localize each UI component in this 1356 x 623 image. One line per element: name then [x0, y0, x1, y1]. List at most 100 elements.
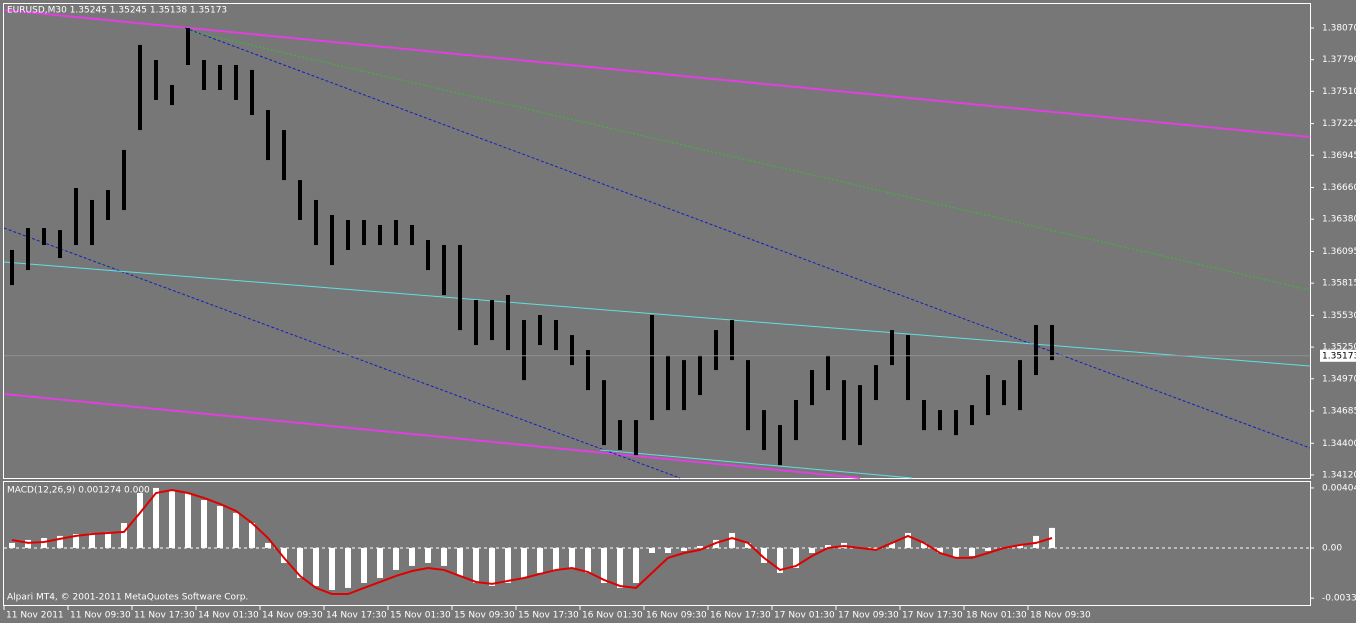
- x-tick-label: 15 Nov 17:30: [518, 611, 579, 621]
- price-bar: [874, 365, 878, 401]
- price-bar: [26, 228, 30, 271]
- x-tick-label: 17 Nov 09:30: [838, 611, 899, 621]
- price-bar: [202, 60, 206, 90]
- price-bar: [762, 410, 766, 451]
- y-tick-label: 1.36945: [1322, 151, 1356, 161]
- trendline: [184, 29, 1311, 291]
- chart-title: EURUSD,M30 1.35245 1.35245 1.35138 1.351…: [7, 6, 227, 16]
- price-bar: [330, 215, 334, 266]
- price-bar: [970, 405, 974, 426]
- price-bar: [346, 220, 350, 250]
- histogram-bar: [393, 547, 399, 570]
- x-tick-label: 11 Nov 17:30: [134, 611, 195, 621]
- price-bar: [906, 335, 910, 401]
- y-tick-label: 0.00404: [1322, 483, 1356, 493]
- x-tick-label: 16 Nov 01:30: [582, 611, 643, 621]
- trendline: [599, 449, 913, 479]
- price-bar: [74, 187, 78, 246]
- histogram-bar: [473, 547, 479, 584]
- y-tick-label: 1.36095: [1322, 247, 1356, 257]
- price-bar: [42, 228, 46, 246]
- price-bar: [650, 315, 654, 421]
- histogram-bar: [137, 492, 143, 548]
- histogram-bar: [89, 532, 95, 548]
- histogram-bar: [217, 505, 223, 548]
- y-tick-label: 1.36380: [1322, 215, 1356, 225]
- price-bar: [154, 60, 158, 100]
- price-bar: [122, 149, 126, 211]
- x-tick-label: 18 Nov 01:30: [966, 611, 1027, 621]
- price-bar: [778, 425, 782, 466]
- histogram-bar: [233, 512, 239, 548]
- indicator-title: MACD(12,26,9) 0.001274 0.000: [7, 486, 150, 496]
- y-tick-label: 1.38070: [1322, 23, 1356, 33]
- x-tick-label: 14 Nov 01:30: [198, 611, 259, 621]
- histogram-bar: [489, 547, 495, 586]
- histogram-bar: [665, 547, 671, 554]
- histogram-bar: [569, 547, 575, 569]
- histogram-bar: [937, 547, 943, 554]
- y-tick-label: 0.00: [1322, 543, 1342, 553]
- y-tick-label: 1.34685: [1322, 407, 1356, 417]
- histogram-bar: [73, 533, 79, 548]
- histogram-bar: [25, 539, 31, 548]
- histogram-bar: [121, 523, 127, 548]
- x-tick-label: 16 Nov 09:30: [646, 611, 707, 621]
- price-bar: [10, 249, 14, 286]
- footer: Alpari MT4, © 2001-2011 MetaQuotes Softw…: [7, 593, 248, 603]
- trendline: [3, 9, 1311, 138]
- histogram-bar: [809, 547, 815, 554]
- price-bar: [666, 355, 670, 411]
- trendline: [184, 27, 1311, 449]
- histogram-bar: [313, 547, 319, 586]
- price-bar: [1002, 380, 1006, 406]
- x-tick-label: 17 Nov 01:30: [774, 611, 835, 621]
- price-bar: [250, 69, 254, 116]
- price-bar: [522, 320, 526, 381]
- x-tick-label: 14 Nov 09:30: [262, 611, 323, 621]
- histogram-bar: [153, 487, 159, 548]
- price-bar: [570, 335, 574, 366]
- price-bar: [538, 315, 542, 346]
- price-bar: [234, 64, 238, 100]
- x-tick-label: 11 Nov 09:30: [70, 611, 131, 621]
- y-tick-label: 1.35250: [1322, 343, 1356, 353]
- price-bar: [602, 380, 606, 446]
- histogram-bar: [601, 547, 607, 584]
- x-tick-label: 11 Nov 2011: [6, 611, 64, 621]
- histogram-bar: [249, 523, 255, 548]
- price-bar: [90, 199, 94, 246]
- histogram-bar: [649, 547, 655, 554]
- price-bar: [794, 400, 798, 441]
- histogram-bar: [169, 490, 175, 548]
- x-tick-label: 14 Nov 17:30: [326, 611, 387, 621]
- price-bar: [410, 224, 414, 246]
- x-tick-label: 16 Nov 17:30: [710, 611, 771, 621]
- price-bar: [698, 355, 702, 396]
- price-bar: [842, 380, 846, 441]
- price-bar: [618, 420, 622, 451]
- price-bar: [506, 295, 510, 351]
- price-bar: [554, 320, 558, 351]
- price-bar: [458, 245, 462, 331]
- histogram-bar: [777, 547, 783, 573]
- histogram-bar: [297, 547, 303, 578]
- histogram-bar: [921, 542, 927, 548]
- price-bar: [682, 360, 686, 411]
- histogram-bar: [57, 535, 63, 548]
- macd-panel: [3, 481, 1311, 606]
- price-bar: [1034, 325, 1038, 376]
- y-tick-label: 1.34120: [1322, 470, 1356, 480]
- histogram-bar: [793, 547, 799, 569]
- price-bar: [426, 240, 430, 271]
- y-tick-label: 1.37510: [1322, 87, 1356, 97]
- histogram-bar: [425, 547, 431, 563]
- histogram-bar: [953, 547, 959, 558]
- price-bar: [442, 245, 446, 296]
- histogram-bar: [617, 547, 623, 588]
- price-bar: [730, 320, 734, 361]
- x-tick-label: 18 Nov 09:30: [1030, 611, 1091, 621]
- trendline: [3, 227, 681, 479]
- price-bar: [58, 230, 62, 259]
